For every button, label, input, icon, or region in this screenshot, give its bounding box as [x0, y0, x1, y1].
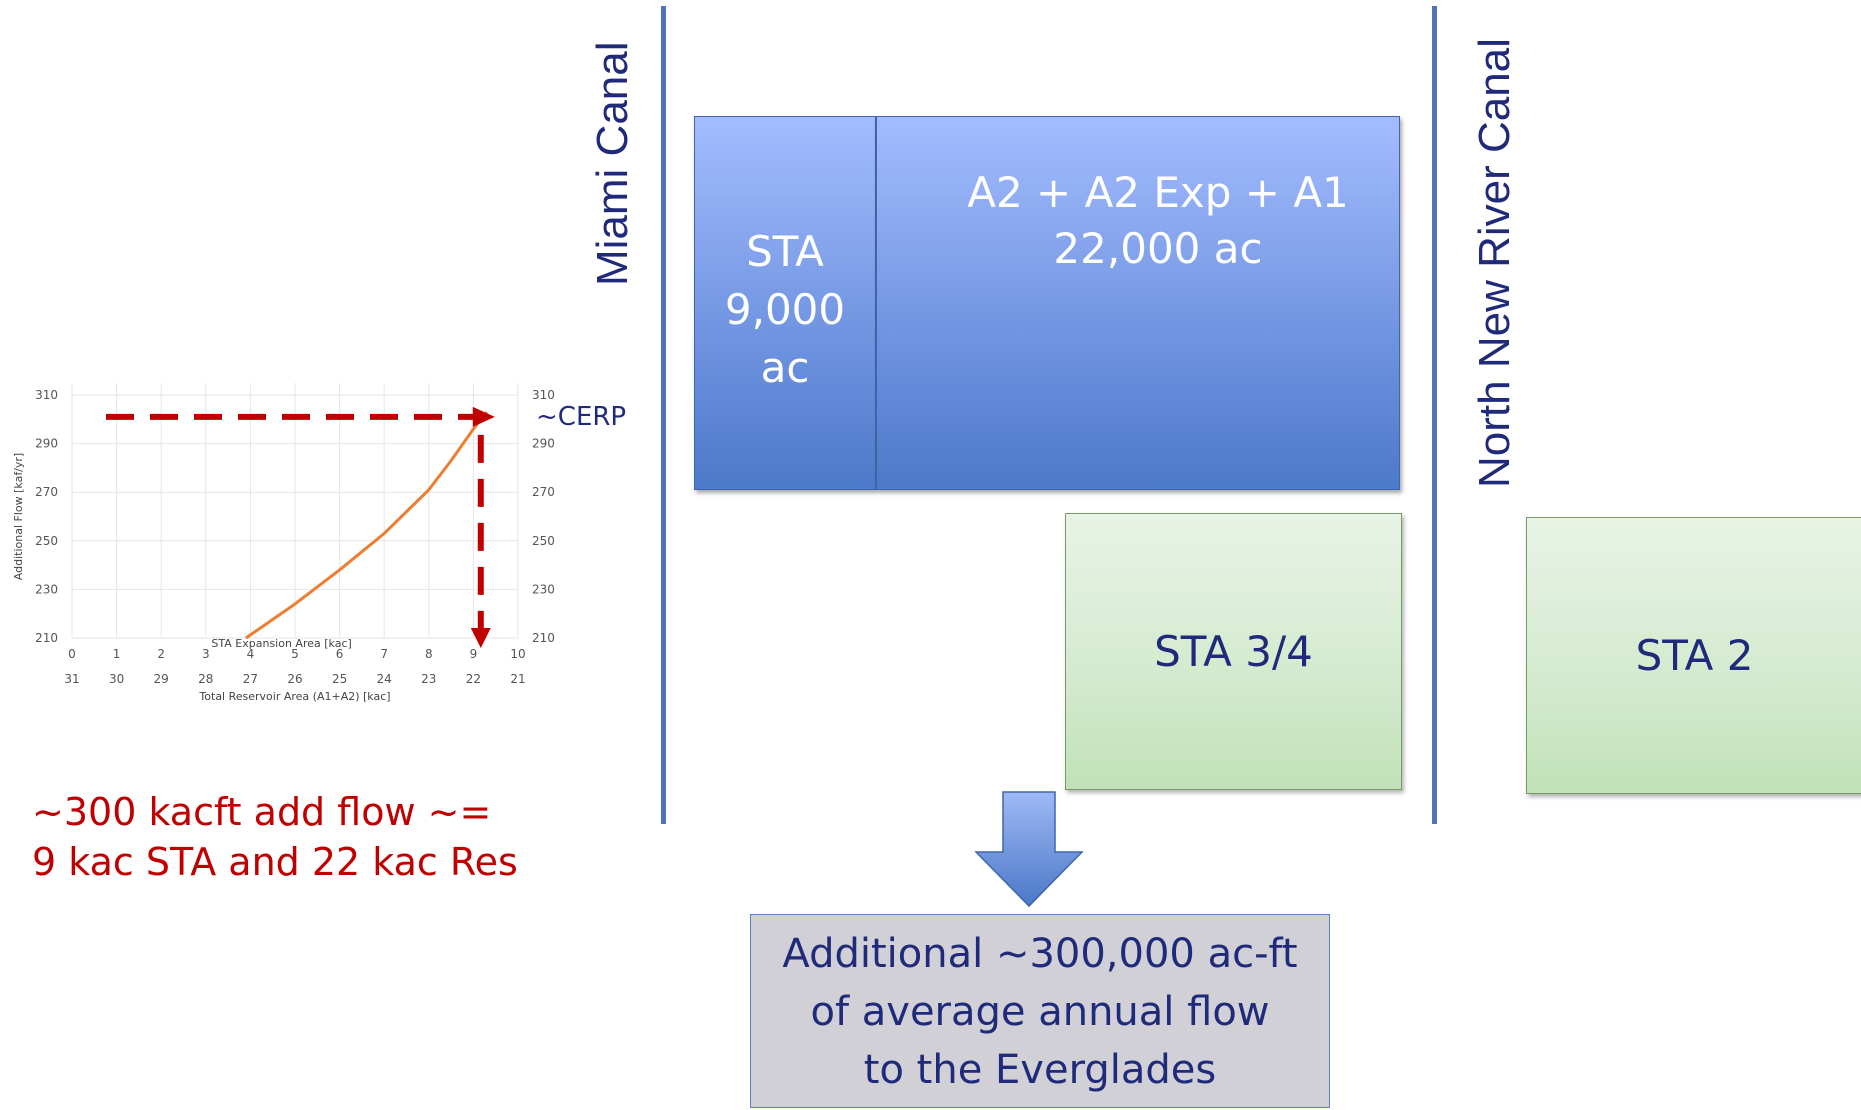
x-axis-title-top: STA Expansion Area [kac]	[211, 637, 351, 650]
x-tick-label-top: 3	[202, 647, 210, 661]
y-tick-label-right: 290	[532, 437, 555, 451]
x-tick-label-top: 7	[380, 647, 388, 661]
y-tick-label-right: 250	[532, 534, 555, 548]
x-tick-label-bottom: 28	[198, 672, 213, 686]
x-tick-label-top: 2	[157, 647, 165, 661]
sta-box-name: STA	[746, 227, 824, 276]
x-tick-label-top: 0	[68, 647, 76, 661]
sta-2-box: STA 2	[1526, 517, 1861, 794]
x-tick-label-bottom: 23	[421, 672, 436, 686]
x-tick-label-top: 4	[247, 647, 255, 661]
y-tick-label-left: 230	[35, 582, 58, 596]
sta-3-4-label: STA 3/4	[1154, 627, 1313, 676]
reservoir-box-area: 22,000 ac	[1053, 224, 1263, 273]
y-axis-title: Additional Flow [kaf/yr]	[12, 453, 25, 580]
annotation-line-1: ~300 kacft add flow ~=	[32, 790, 492, 834]
y-tick-label-left: 210	[35, 631, 58, 645]
x-tick-label-top: 1	[113, 647, 121, 661]
x-tick-label-bottom: 21	[510, 672, 525, 686]
y-tick-label-right: 230	[532, 582, 555, 596]
summary-line-2: of average annual flow	[810, 989, 1270, 1035]
y-tick-label-right: 210	[532, 631, 555, 645]
y-tick-label-right: 270	[532, 485, 555, 499]
summary-line-1: Additional ~300,000 ac-ft	[782, 931, 1298, 977]
summary-box: Additional ~300,000 ac-ft of average ann…	[750, 914, 1330, 1108]
sta-2-label: STA 2	[1635, 631, 1754, 680]
reservoir-box: A2 + A2 Exp + A1 22,000 ac	[876, 116, 1400, 490]
x-tick-label-bottom: 31	[64, 672, 79, 686]
x-tick-label-top: 9	[470, 647, 478, 661]
sta-box-unit: ac	[760, 343, 810, 392]
y-tick-label-left: 310	[35, 388, 58, 402]
x-tick-label-bottom: 22	[466, 672, 481, 686]
x-tick-label-top: 5	[291, 647, 299, 661]
reservoir-box-name: A2 + A2 Exp + A1	[967, 168, 1349, 217]
north-new-river-canal-line	[1432, 6, 1437, 824]
sta-box-area: 9,000	[724, 285, 846, 334]
y-tick-label-right: 310	[532, 388, 555, 402]
summary-line-3: to the Everglades	[863, 1047, 1217, 1093]
reference-vertical-arrowhead	[470, 628, 491, 648]
miami-canal-label: Miami Canal	[588, 41, 637, 286]
y-tick-label-left: 270	[35, 485, 58, 499]
x-tick-label-bottom: 29	[154, 672, 169, 686]
y-tick-label-left: 290	[35, 437, 58, 451]
x-tick-label-top: 10	[510, 647, 525, 661]
x-tick-label-bottom: 24	[377, 672, 392, 686]
x-tick-label-top: 8	[425, 647, 433, 661]
sta-3-4-box: STA 3/4	[1065, 513, 1402, 790]
down-arrow-icon	[974, 791, 1084, 908]
x-tick-label-bottom: 27	[243, 672, 258, 686]
annotation-line-2: 9 kac STA and 22 kac Res	[32, 840, 518, 884]
sta-9000-box: STA 9,000 ac	[694, 116, 876, 490]
x-tick-label-bottom: 30	[109, 672, 124, 686]
x-axis-title-bottom: Total Reservoir Area (A1+A2) [kac]	[198, 690, 390, 703]
x-tick-label-bottom: 26	[287, 672, 302, 686]
y-tick-label-left: 250	[35, 534, 58, 548]
x-tick-label-bottom: 25	[332, 672, 347, 686]
north-new-river-canal-label: North New River Canal	[1470, 38, 1519, 488]
x-tick-label-top: 6	[336, 647, 344, 661]
cerp-reference-label: ~CERP	[536, 402, 626, 432]
miami-canal-line	[661, 6, 666, 824]
series-line	[245, 411, 488, 640]
reference-horizontal-arrowhead	[472, 406, 495, 427]
